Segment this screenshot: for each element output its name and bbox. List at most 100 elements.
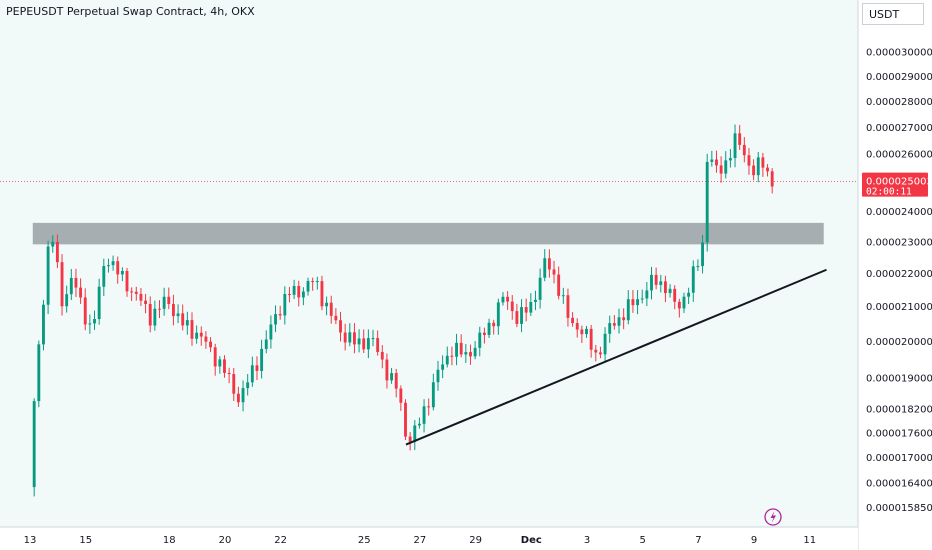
candle [65,285,69,313]
candle [752,159,756,181]
candle-body [534,299,537,302]
time-tick-label: 18 [163,535,176,546]
candle-body [181,313,185,326]
candle [232,367,236,402]
candle-body [524,307,528,313]
candle [450,346,454,366]
candle [83,288,87,331]
candle-body [32,401,36,488]
candle-body [269,324,273,340]
candle [185,311,189,335]
candle [195,325,199,344]
candle [659,274,663,293]
candle-body [724,160,728,174]
candle-body [348,332,352,343]
candle [696,259,700,271]
candle [139,287,143,307]
candle [654,267,658,290]
current-price-tag-bg [862,172,928,197]
candle-body [747,155,751,166]
candle-body [185,320,189,326]
candle-body [204,336,208,342]
candle [663,275,667,303]
candle-body [236,393,240,403]
candle-body [88,323,92,325]
candle [538,268,542,309]
candle-body [417,423,421,426]
candle [357,329,361,353]
trendline-layer [405,268,827,446]
candle-body [195,332,199,339]
candle-body [42,304,45,345]
candle [171,294,175,326]
candle-body [575,323,579,330]
candle [264,330,268,354]
candle [747,148,751,175]
candle-body [37,344,41,402]
candle-body [496,302,500,327]
candle-body [120,270,124,275]
candle-body [315,281,319,283]
time-tick-label: 25 [358,535,371,546]
candle-body [325,302,329,307]
candle-body [603,333,607,355]
candle-body [74,277,78,288]
candle-body [719,165,723,174]
lightning-icon [764,508,782,526]
candle [427,398,431,416]
candle-body [306,281,310,292]
candle [102,258,106,297]
candle [158,300,161,319]
candle-body [482,332,486,335]
candle-body [399,388,403,403]
resistance-zone-layer [0,181,858,245]
candle-body [701,242,704,267]
candle [218,356,222,374]
resistance-zone [32,222,824,245]
candle-body [766,167,769,172]
candle [534,290,537,311]
candle [547,249,551,278]
chart-title: PEPEUSDT Perpetual Swap Contract, 4h, OK… [6,5,255,18]
candle-body [334,315,338,321]
candle [348,323,352,347]
candle-body [752,165,756,176]
lightning-icon-bolt [770,511,776,523]
candle [575,318,579,338]
candle-body [255,365,259,371]
price-tick-label: 0.000019000 [866,374,932,385]
candle-body [543,258,547,278]
price-tick-label: 0.000018200 [866,404,932,415]
candle-body [394,373,398,389]
candle [719,156,723,183]
candle-body [728,158,732,161]
lightning-icon-ring [764,508,782,526]
candle [612,315,616,330]
candle [455,333,458,366]
currency-selector[interactable]: USDT [862,3,924,25]
candle [413,419,417,451]
candle-body [190,320,194,339]
candle-body [445,355,449,365]
candle [116,256,120,284]
candle [515,303,519,328]
candle [329,295,333,324]
candle-body [673,288,677,302]
candle [42,299,45,351]
price-tick-label: 0.000026000 [866,150,932,161]
candle [561,287,565,304]
candle [445,346,449,368]
candle-body [93,319,96,324]
candle-body [645,290,649,299]
candle [417,417,421,429]
candle-body [176,313,180,317]
candle [645,281,649,307]
candle [74,268,78,297]
candle-body [464,352,468,355]
candle-body [696,266,700,268]
candle-body [292,286,296,295]
candle [111,255,115,271]
candle-body [209,341,212,348]
